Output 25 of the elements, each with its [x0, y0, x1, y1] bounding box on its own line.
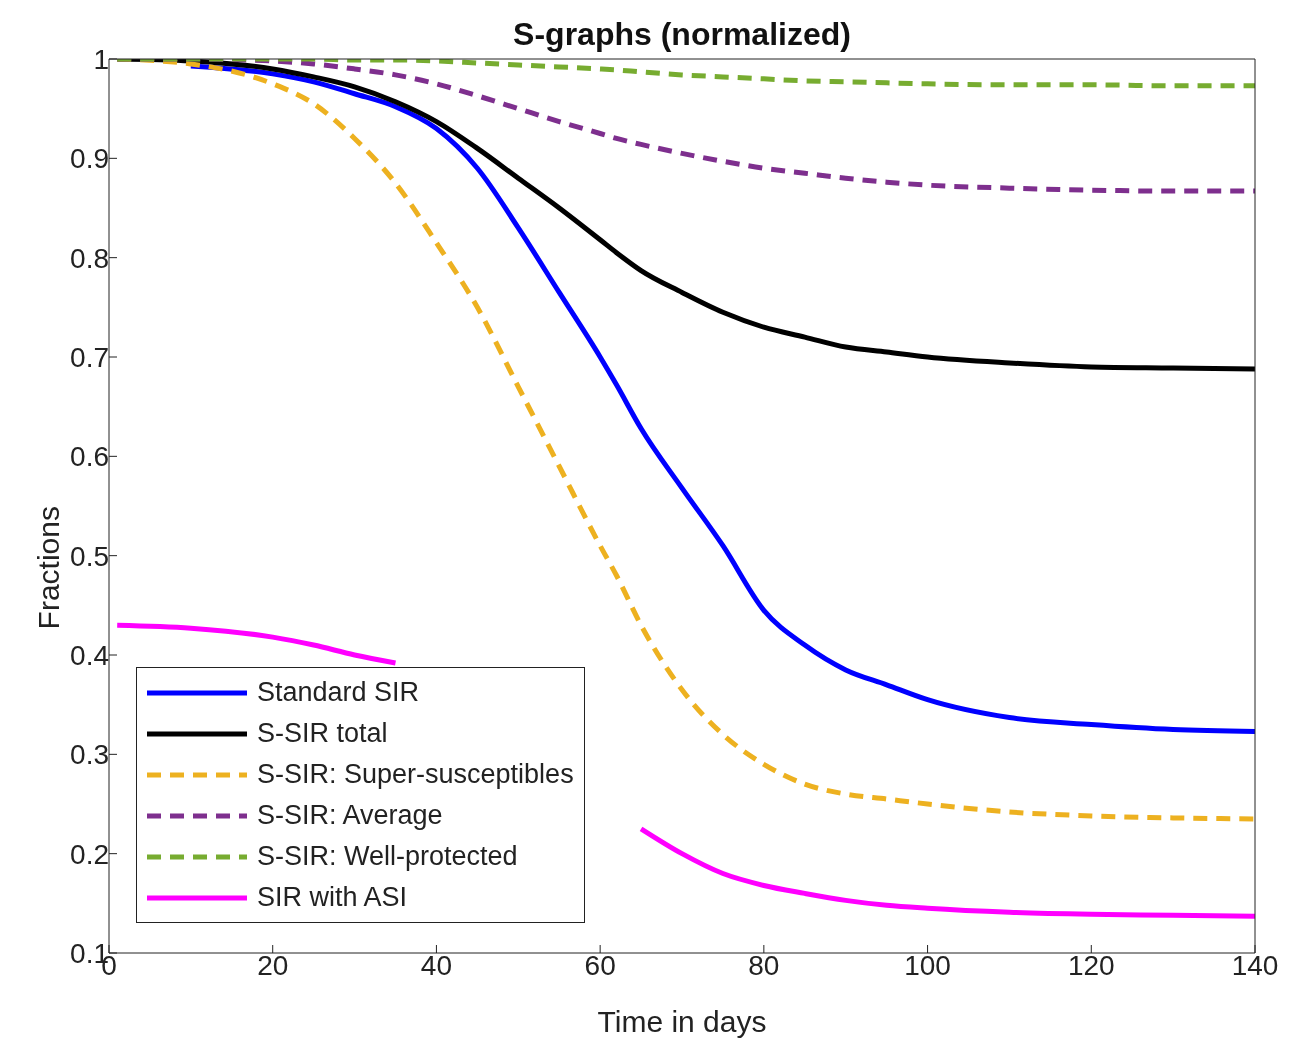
- x-tick-label: 40: [420, 949, 453, 981]
- x-tick-label: 20: [257, 949, 289, 981]
- y-tick-label: 0.2: [70, 838, 109, 870]
- x-tick-label: 100: [904, 949, 951, 981]
- x-tick-label: 80: [748, 949, 780, 981]
- x-tick-label: 60: [584, 949, 616, 981]
- legend-label: S-SIR total: [257, 718, 388, 749]
- y-tick-label: 0.7: [70, 341, 109, 373]
- y-tick-label: 0.4: [70, 639, 109, 671]
- y-tick-label: 0.9: [70, 143, 109, 175]
- y-tick-label: 0.3: [70, 739, 109, 771]
- legend-label: SIR with ASI: [257, 882, 408, 913]
- legend-label: Standard SIR: [257, 677, 420, 708]
- chart-title: S-graphs (normalized): [512, 16, 852, 53]
- x-axis-title: Time in days: [597, 1005, 767, 1039]
- legend-label: S-SIR: Average: [257, 800, 443, 831]
- x-tick-label: 140: [1231, 949, 1279, 981]
- legend-label: S-SIR: Well-protected: [257, 841, 518, 872]
- y-axis-title: Fractions: [31, 506, 65, 630]
- y-tick-label: 0.5: [70, 540, 109, 572]
- x-tick-label: 120: [1067, 949, 1115, 981]
- y-tick-label: 1: [93, 43, 109, 75]
- y-tick-label: 0.6: [70, 441, 109, 473]
- legend-label: S-SIR: Super-susceptibles: [257, 759, 574, 790]
- y-tick-label: 0.8: [70, 242, 109, 274]
